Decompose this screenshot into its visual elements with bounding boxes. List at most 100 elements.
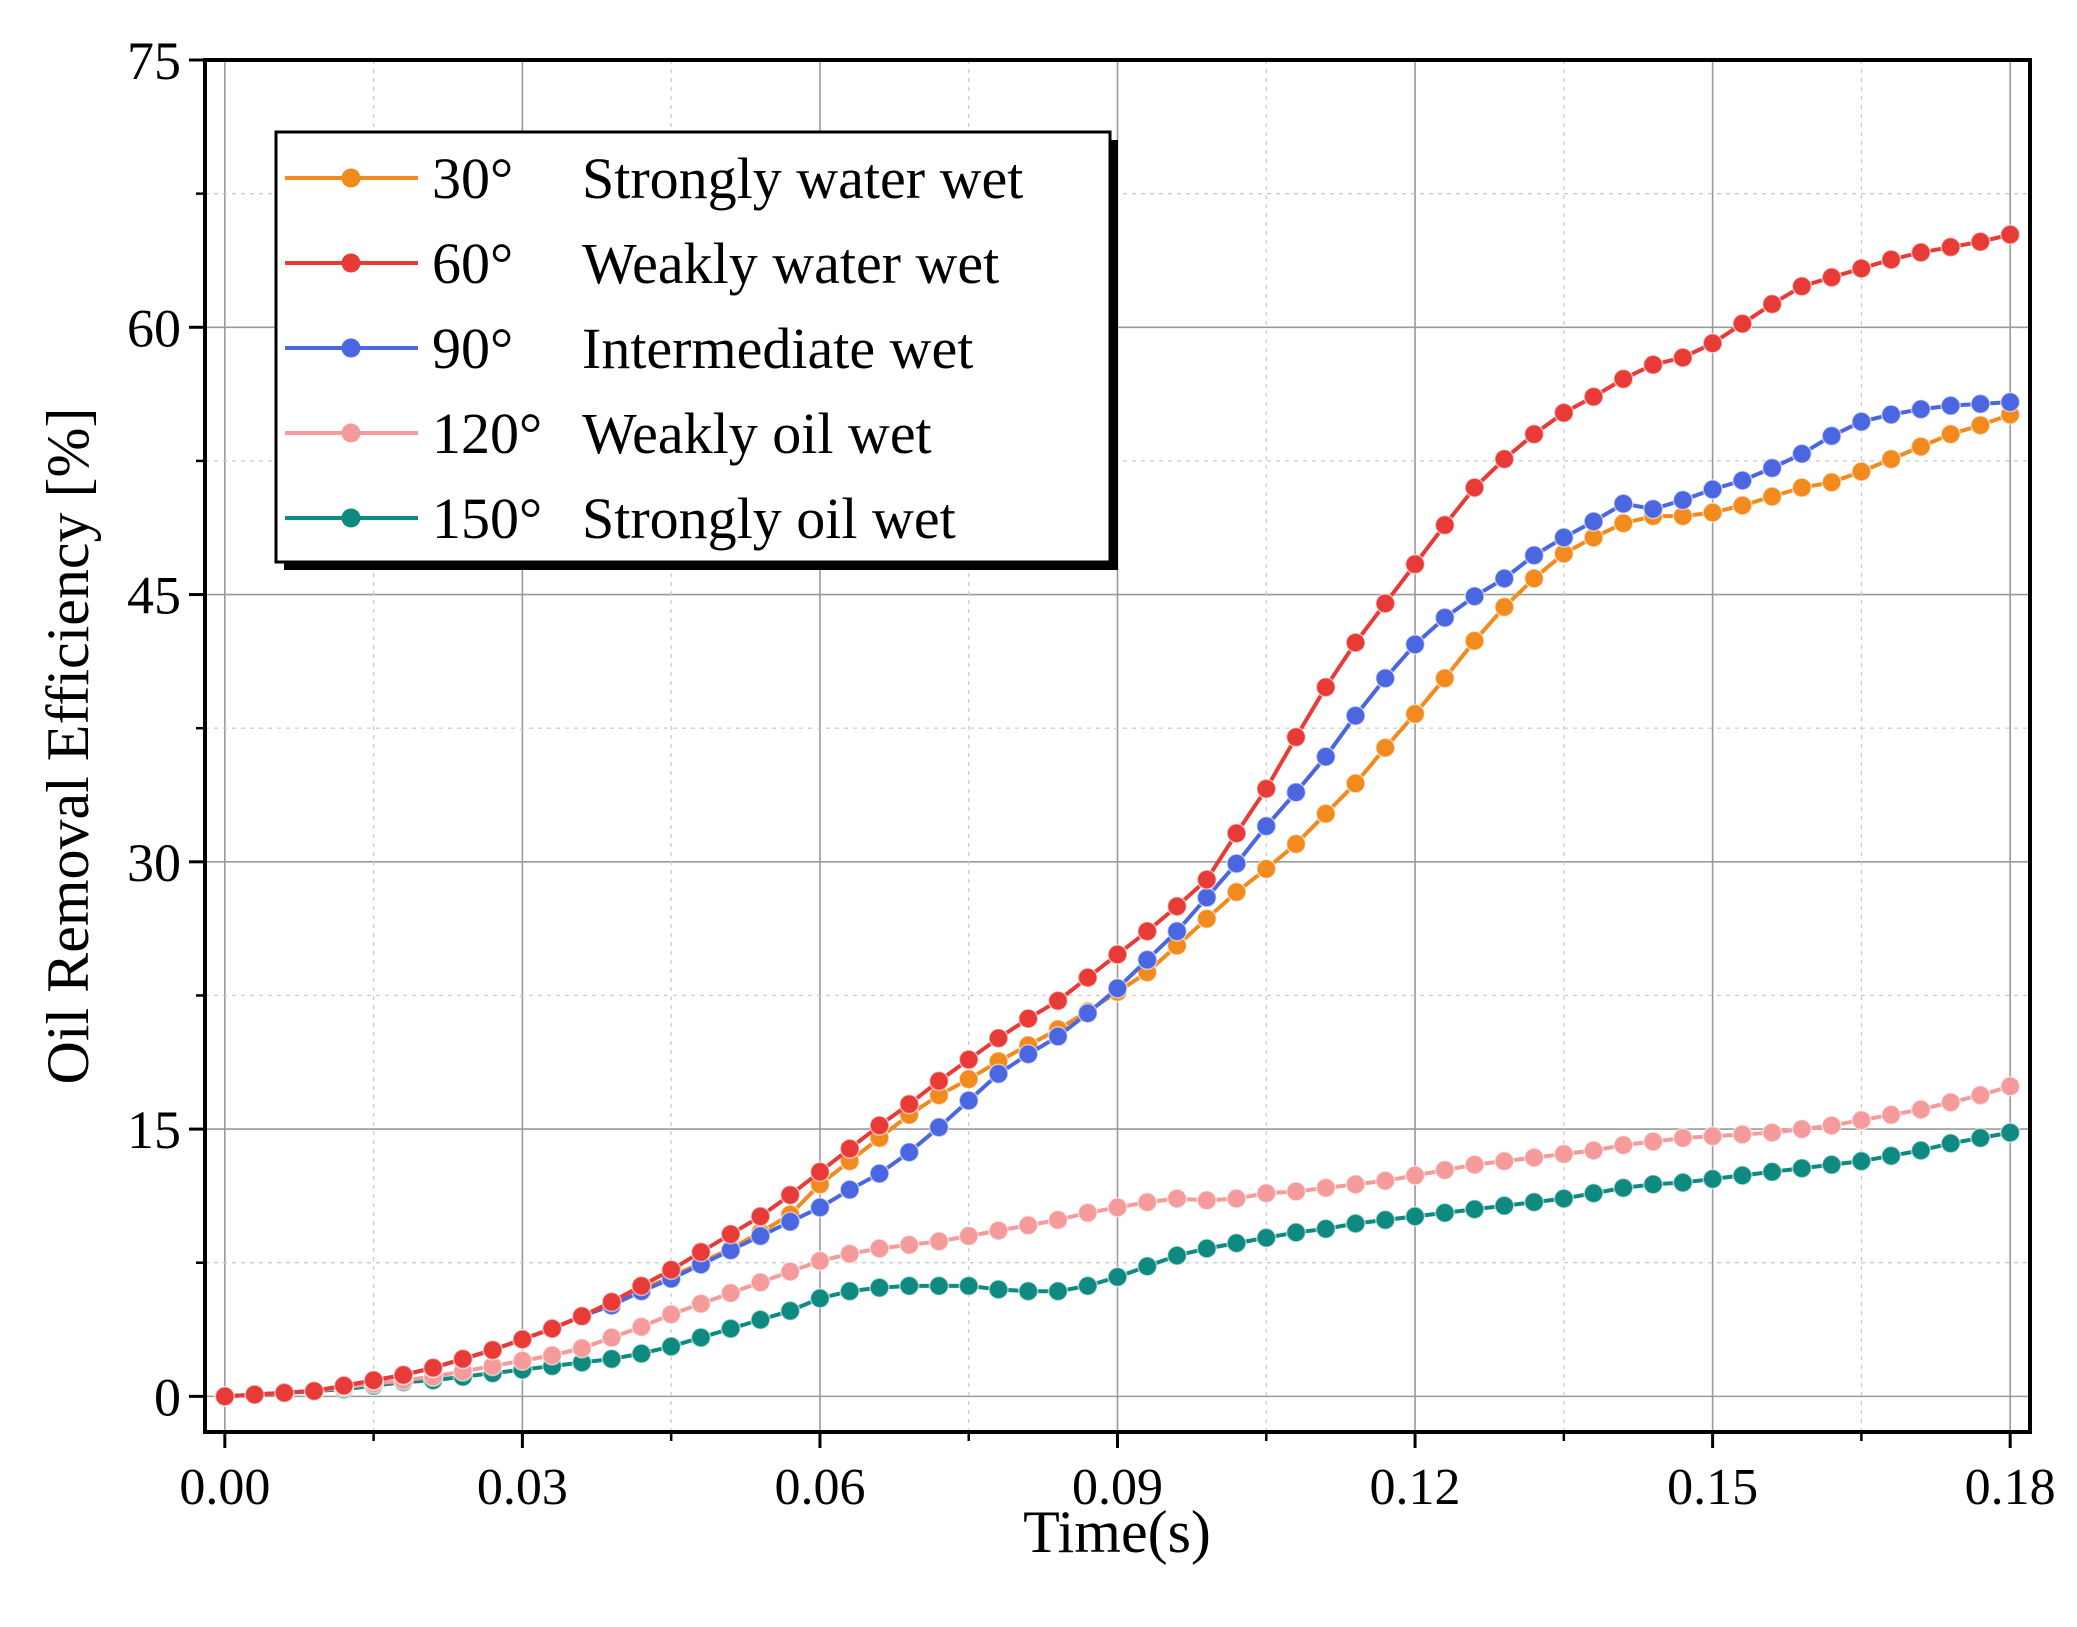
data-point (690, 1293, 712, 1315)
data-point (1017, 1215, 1039, 1236)
data-point (869, 1115, 890, 1136)
data-point (1464, 586, 1485, 607)
data-point (1136, 1191, 1158, 1213)
legend-marker (341, 168, 361, 188)
legend: 30° Strongly water wet 60° Weakly water wet… (274, 130, 1118, 570)
data-point (1910, 242, 1932, 263)
data-point (1315, 1177, 1337, 1199)
data-point (1315, 803, 1337, 825)
data-point (1553, 402, 1575, 424)
data-point (1196, 1238, 1218, 1259)
data-point (1017, 1280, 1039, 1302)
data-point (1642, 1174, 1664, 1195)
data-point (1107, 1266, 1128, 1288)
data-point (1404, 1206, 1426, 1227)
legend-angle: 120° (432, 401, 542, 466)
data-point (779, 1300, 801, 1322)
data-point (1970, 1084, 1991, 1106)
data-point (1077, 1002, 1099, 1024)
data-point (1226, 881, 1247, 903)
data-point (1523, 545, 1545, 566)
data-point (898, 1141, 920, 1163)
data-point (809, 1288, 831, 1309)
data-point (690, 1241, 712, 1263)
y-tick-label: 45 (127, 566, 181, 626)
data-point (1345, 632, 1366, 653)
x-tick-label: 0.15 (1667, 1459, 1758, 1516)
data-point (601, 1327, 622, 1348)
data-point (1880, 1145, 1902, 1167)
data-point (1613, 1134, 1634, 1156)
data-point (1374, 737, 1396, 759)
data-point (1077, 1202, 1099, 1224)
data-point (928, 1117, 950, 1138)
data-point (1285, 1222, 1307, 1243)
data-point (1880, 448, 1902, 470)
x-tick-label: 0.12 (1370, 1459, 1461, 1516)
data-point (928, 1231, 950, 1252)
data-point (988, 1063, 1009, 1085)
data-point (958, 1049, 980, 1070)
data-point (1196, 869, 1218, 890)
data-point (1761, 1122, 1783, 1143)
data-point (1315, 746, 1337, 767)
data-point (274, 1382, 295, 1404)
data-point (1464, 630, 1485, 652)
legend-label: Strongly oil wet (582, 486, 956, 551)
data-point (1732, 1165, 1753, 1186)
data-point (1851, 1150, 1872, 1172)
y-tick-label: 30 (127, 833, 181, 893)
y-tick-label: 15 (127, 1100, 181, 1160)
legend-label: Intermediate wet (582, 316, 973, 381)
data-point (1255, 815, 1277, 837)
data-point (958, 1225, 980, 1247)
data-point (1940, 395, 1961, 416)
data-point (1196, 908, 1218, 930)
data-point (1136, 1255, 1158, 1277)
data-point (422, 1357, 444, 1379)
data-point (1255, 1182, 1277, 1204)
data-point (1523, 568, 1545, 589)
data-point (452, 1348, 474, 1370)
data-point (1970, 414, 1991, 436)
legend-angle: 90° (432, 316, 513, 381)
legend-item: 120° Weakly oil wet (285, 401, 932, 466)
data-point (988, 1027, 1009, 1049)
data-point (1196, 1190, 1218, 1211)
data-point (988, 1279, 1009, 1300)
data-point (1851, 461, 1872, 482)
data-point (1940, 423, 1961, 445)
data-point (1107, 944, 1128, 965)
data-point (660, 1336, 682, 1357)
data-point (512, 1329, 533, 1350)
data-point (1404, 553, 1426, 575)
data-point (1374, 593, 1396, 614)
data-point (1583, 511, 1604, 532)
data-point (1523, 1147, 1545, 1168)
data-point (1732, 313, 1753, 335)
data-point (1494, 448, 1515, 470)
legend-angle: 150° (432, 486, 542, 551)
data-point (1255, 858, 1277, 880)
data-point (1910, 1099, 1932, 1120)
data-point (1285, 726, 1307, 748)
data-point (1017, 1043, 1039, 1065)
data-point (1880, 249, 1902, 270)
data-point (1702, 502, 1723, 523)
data-point (1464, 1198, 1485, 1220)
data-point (1940, 1133, 1961, 1154)
data-point (1136, 949, 1158, 971)
data-point (1672, 347, 1694, 368)
data-point (1047, 1209, 1069, 1231)
data-point (1999, 224, 2021, 245)
data-point (1613, 493, 1634, 514)
data-point (839, 1179, 861, 1200)
data-point (1434, 667, 1456, 689)
data-point (720, 1282, 741, 1304)
data-point (1285, 833, 1307, 855)
legend-item: 90° Intermediate wet (285, 316, 973, 381)
data-point (631, 1343, 652, 1364)
y-axis-label: Oil Removal Efficiency [%] (35, 408, 101, 1085)
